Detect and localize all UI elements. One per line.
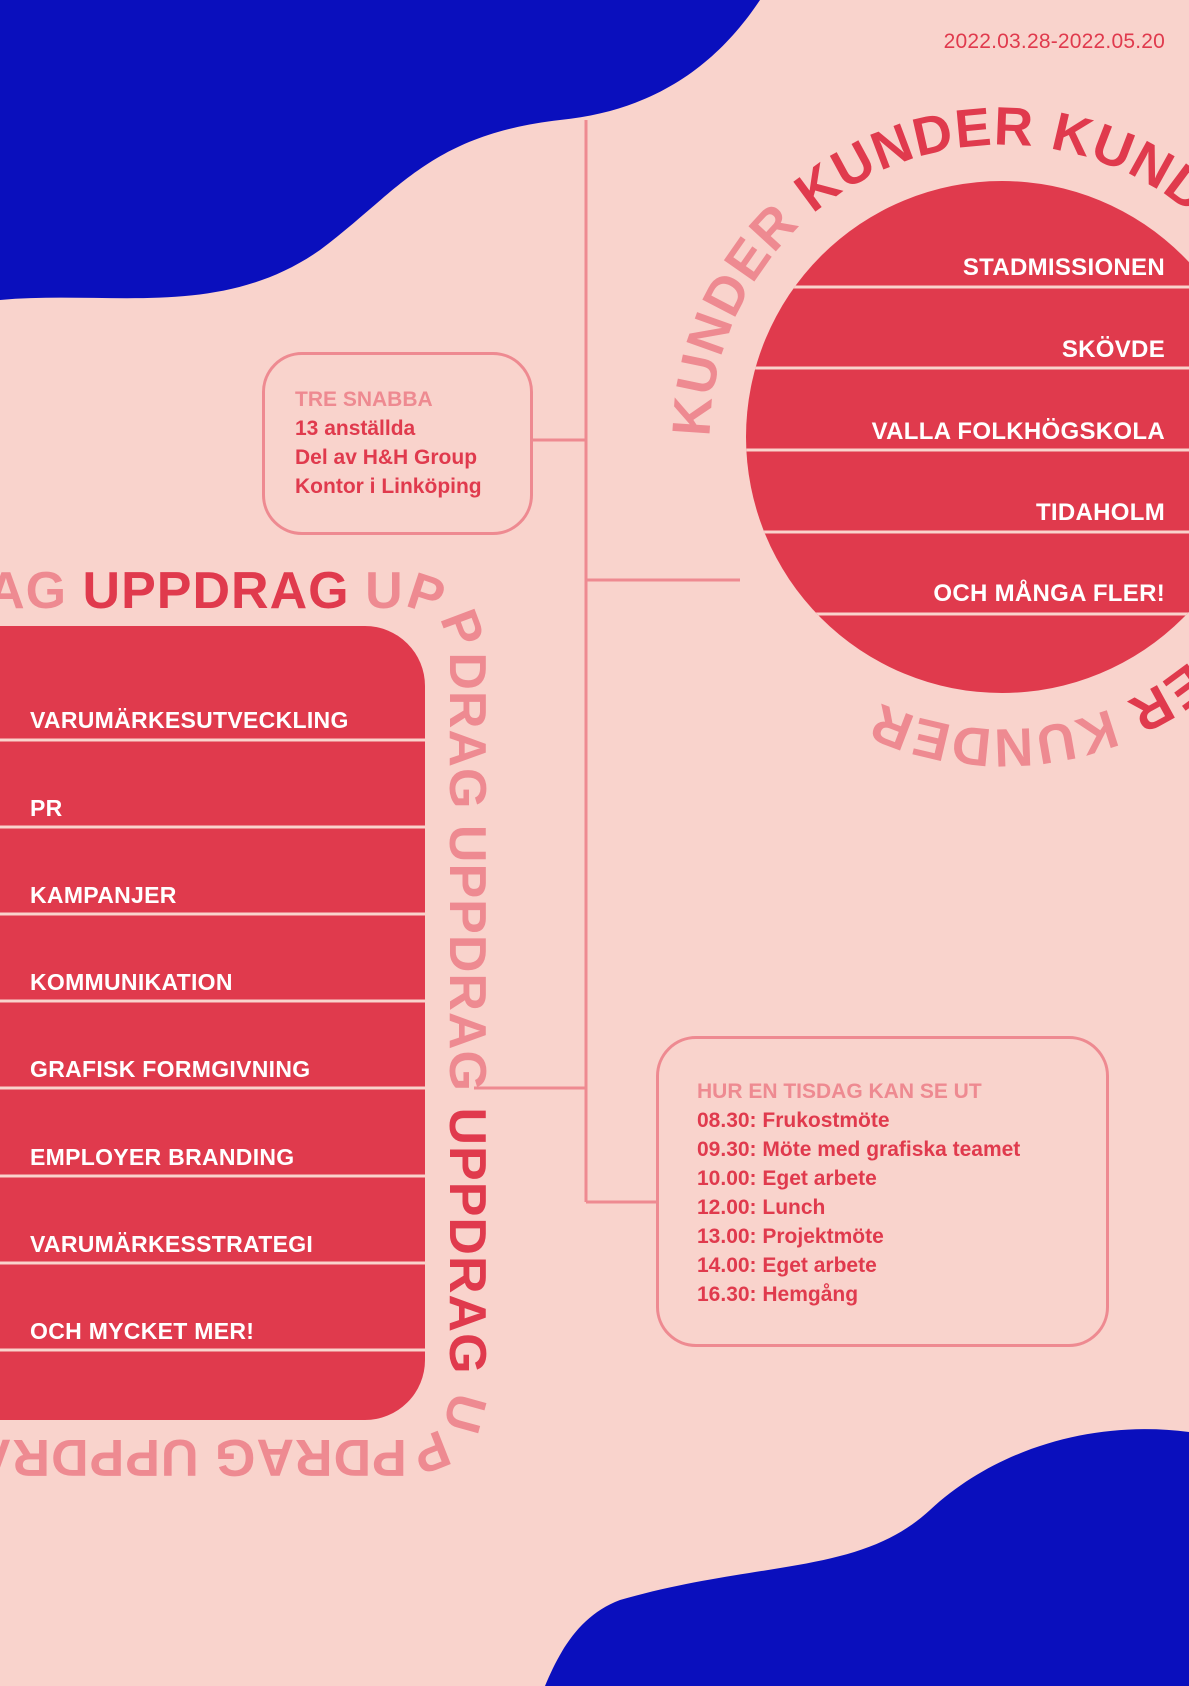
facts-line: Kontor i Linköping [295,475,482,498]
kunder-item: OCH MÅNGA FLER! [933,580,1165,607]
date-range: 2022.03.28-2022.05.20 [943,30,1165,53]
uppdrag-panel [0,626,425,1420]
uppdrag-item: PR [30,795,63,821]
schedule-line: 13.00: Projektmöte [697,1225,884,1248]
uppdrag-ring-word: UPPDRAG [438,825,496,1092]
kunder-item: VALLA FOLKHÖGSKOLA [871,418,1165,445]
facts-line: Del av H&H Group [295,446,478,469]
uppdrag-item: OCH MYCKET MER! [30,1318,255,1344]
blue-blob-bottom-right [545,1429,1189,1686]
schedule-heading: HUR EN TISDAG KAN SE UT [697,1080,982,1103]
connector-lines [474,120,740,1204]
schedule-line: 12.00: Lunch [697,1196,826,1219]
kunder-ring-word: KUNDER [862,692,1125,778]
uppdrag-ring-word: UPPDRAG [0,562,67,620]
facts-line: 13 anställda [295,417,416,440]
blue-blob-top-left [0,0,760,300]
schedule-line: 14.00: Eget arbete [697,1254,877,1277]
uppdrag-item: KOMMUNIKATION [30,969,233,995]
schedule-box: HUR EN TISDAG KAN SE UT 08.30: Frukostmö… [656,1036,1109,1347]
uppdrag-item: EMPLOYER BRANDING [30,1144,295,1170]
uppdrag-ring-word: UPPDRAG [0,1428,199,1486]
facts-heading: TRE SNABBA [295,388,433,411]
uppdrag-item: GRAFISK FORMGIVNING [30,1056,311,1082]
kunder-circle [746,181,1189,693]
schedule-line: 16.30: Hemgång [697,1283,859,1306]
schedule-line: 08.30: Frukostmöte [697,1109,890,1132]
facts-box: TRE SNABBA 13 anställda Del av H&H Group… [262,352,533,535]
kunder-item: SKÖVDE [1061,336,1165,363]
kunder-item: TIDAHOLM [1035,499,1165,526]
kunder-item: STADMISSIONEN [962,254,1165,281]
uppdrag-item: VARUMÄRKESUTVECKLING [30,707,349,733]
uppdrag-ring-word: UPPDRAG [438,1107,496,1374]
uppdrag-dividers [0,738,425,1352]
uppdrag-item: VARUMÄRKESSTRATEGI [30,1231,314,1257]
uppdrag-item: KAMPANJER [30,882,177,908]
schedule-line: 10.00: Eget arbete [697,1167,877,1190]
schedule-line: 09.30: Möte med grafiska teamet [697,1138,1021,1161]
uppdrag-ring-word: UPPDRAG [83,562,350,620]
